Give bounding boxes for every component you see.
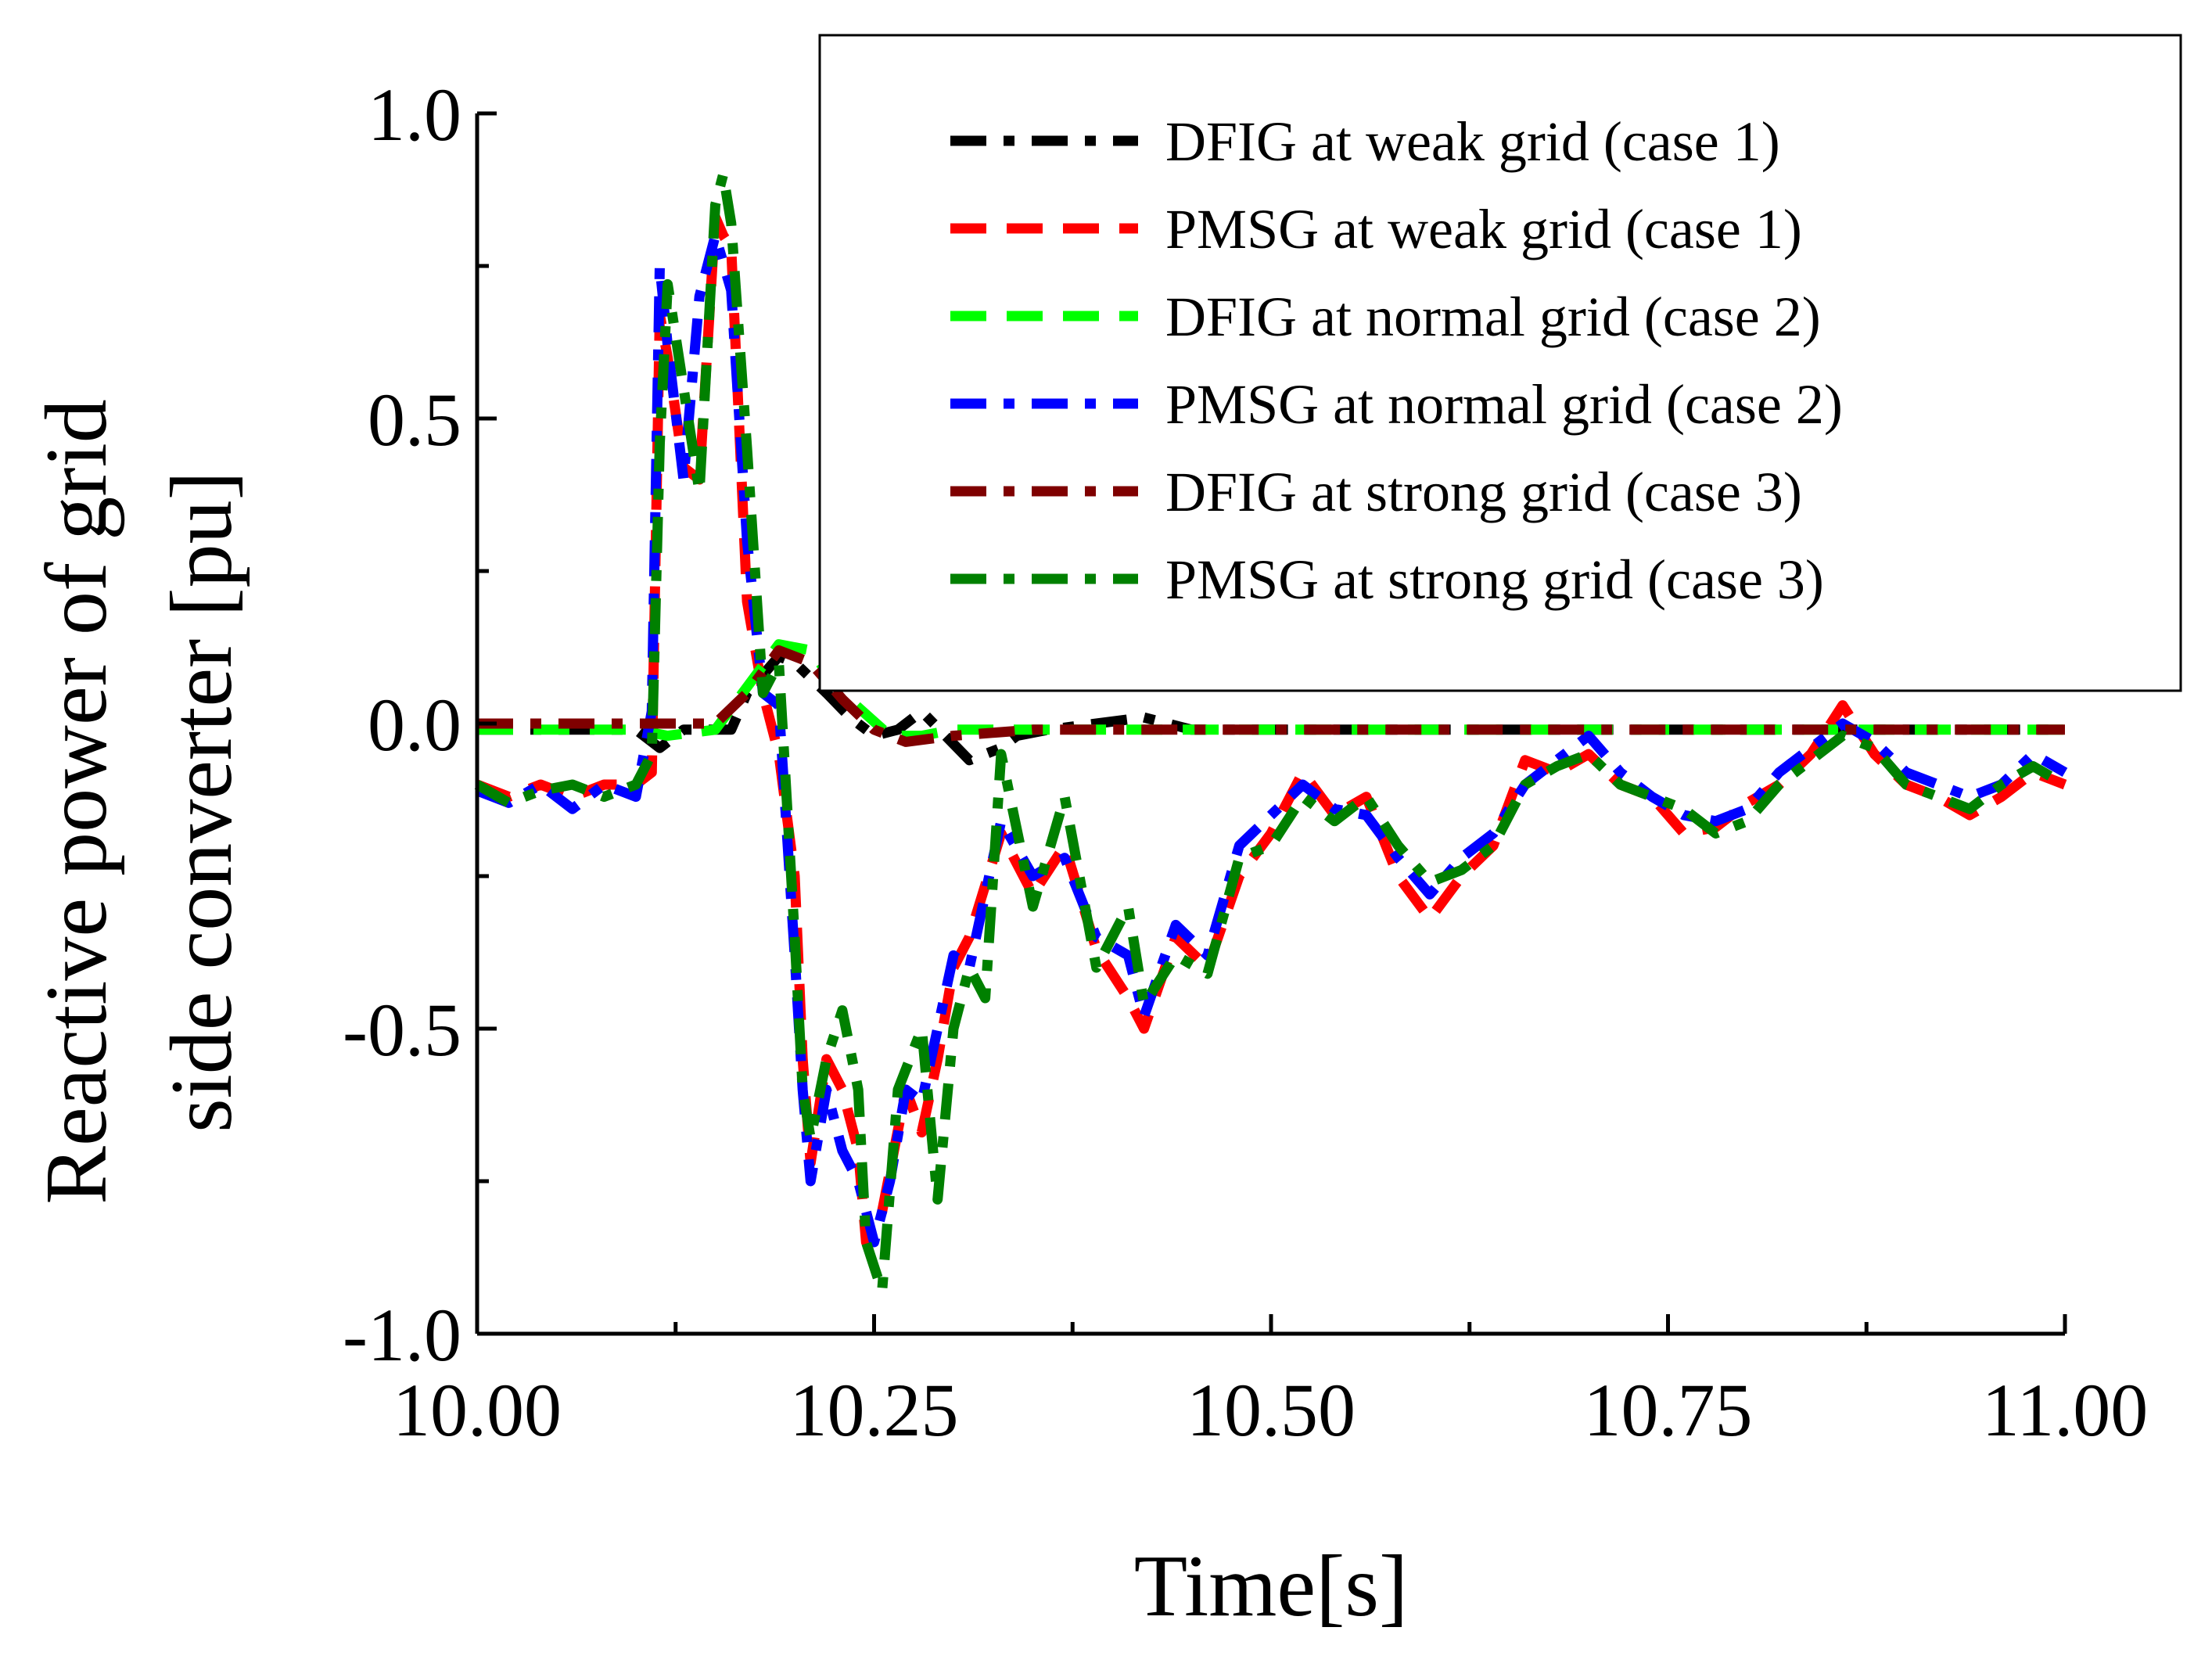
x-tick-label: 10.00	[393, 1368, 562, 1452]
legend-label-6: PMSG at strong grid (case 3)	[1165, 548, 1824, 611]
y-tick-label: 0.5	[368, 378, 461, 462]
y-tick-label: 1.0	[368, 73, 461, 156]
legend-label-4: PMSG at normal grid (case 2)	[1165, 373, 1843, 436]
y-axis-title-line-2: side converter [pu]	[153, 471, 250, 1133]
legend-entries: DFIG at weak grid (case 1) PMSG at weak g…	[950, 110, 1843, 611]
series-line-5	[477, 645, 2065, 747]
legend-label-5: DFIG at strong grid (case 3)	[1165, 461, 1802, 523]
legend: DFIG at weak grid (case 1) PMSG at weak g…	[818, 34, 2182, 692]
x-tick-label: 11.00	[1982, 1368, 2148, 1452]
axes	[475, 111, 2067, 1336]
x-axis-title: Time[s]	[1134, 1538, 1409, 1635]
tick-labels: 10.00 10.25 10.50 10.75 11.00 -1.0 -0.5 0.0 0.5 1…	[343, 73, 2148, 1452]
series-layer	[474, 169, 2068, 1296]
y-tick-label: 0.0	[368, 683, 461, 767]
y-axis-title-line-1: Reactive power of grid	[28, 399, 125, 1204]
legend-label-1: DFIG at weak grid (case 1)	[1165, 110, 1780, 173]
legend-label-3: DFIG at normal grid (case 2)	[1165, 286, 1821, 348]
y-tick-label: -0.5	[343, 988, 461, 1072]
x-tick-label: 10.25	[790, 1368, 959, 1452]
legend-label-2: PMSG at weak grid (case 1)	[1165, 198, 1802, 260]
x-tick-label: 10.50	[1187, 1368, 1356, 1452]
series-line-3	[477, 639, 2065, 742]
y-tick-label: -1.0	[343, 1293, 461, 1377]
x-tick-label: 10.75	[1584, 1368, 1753, 1452]
